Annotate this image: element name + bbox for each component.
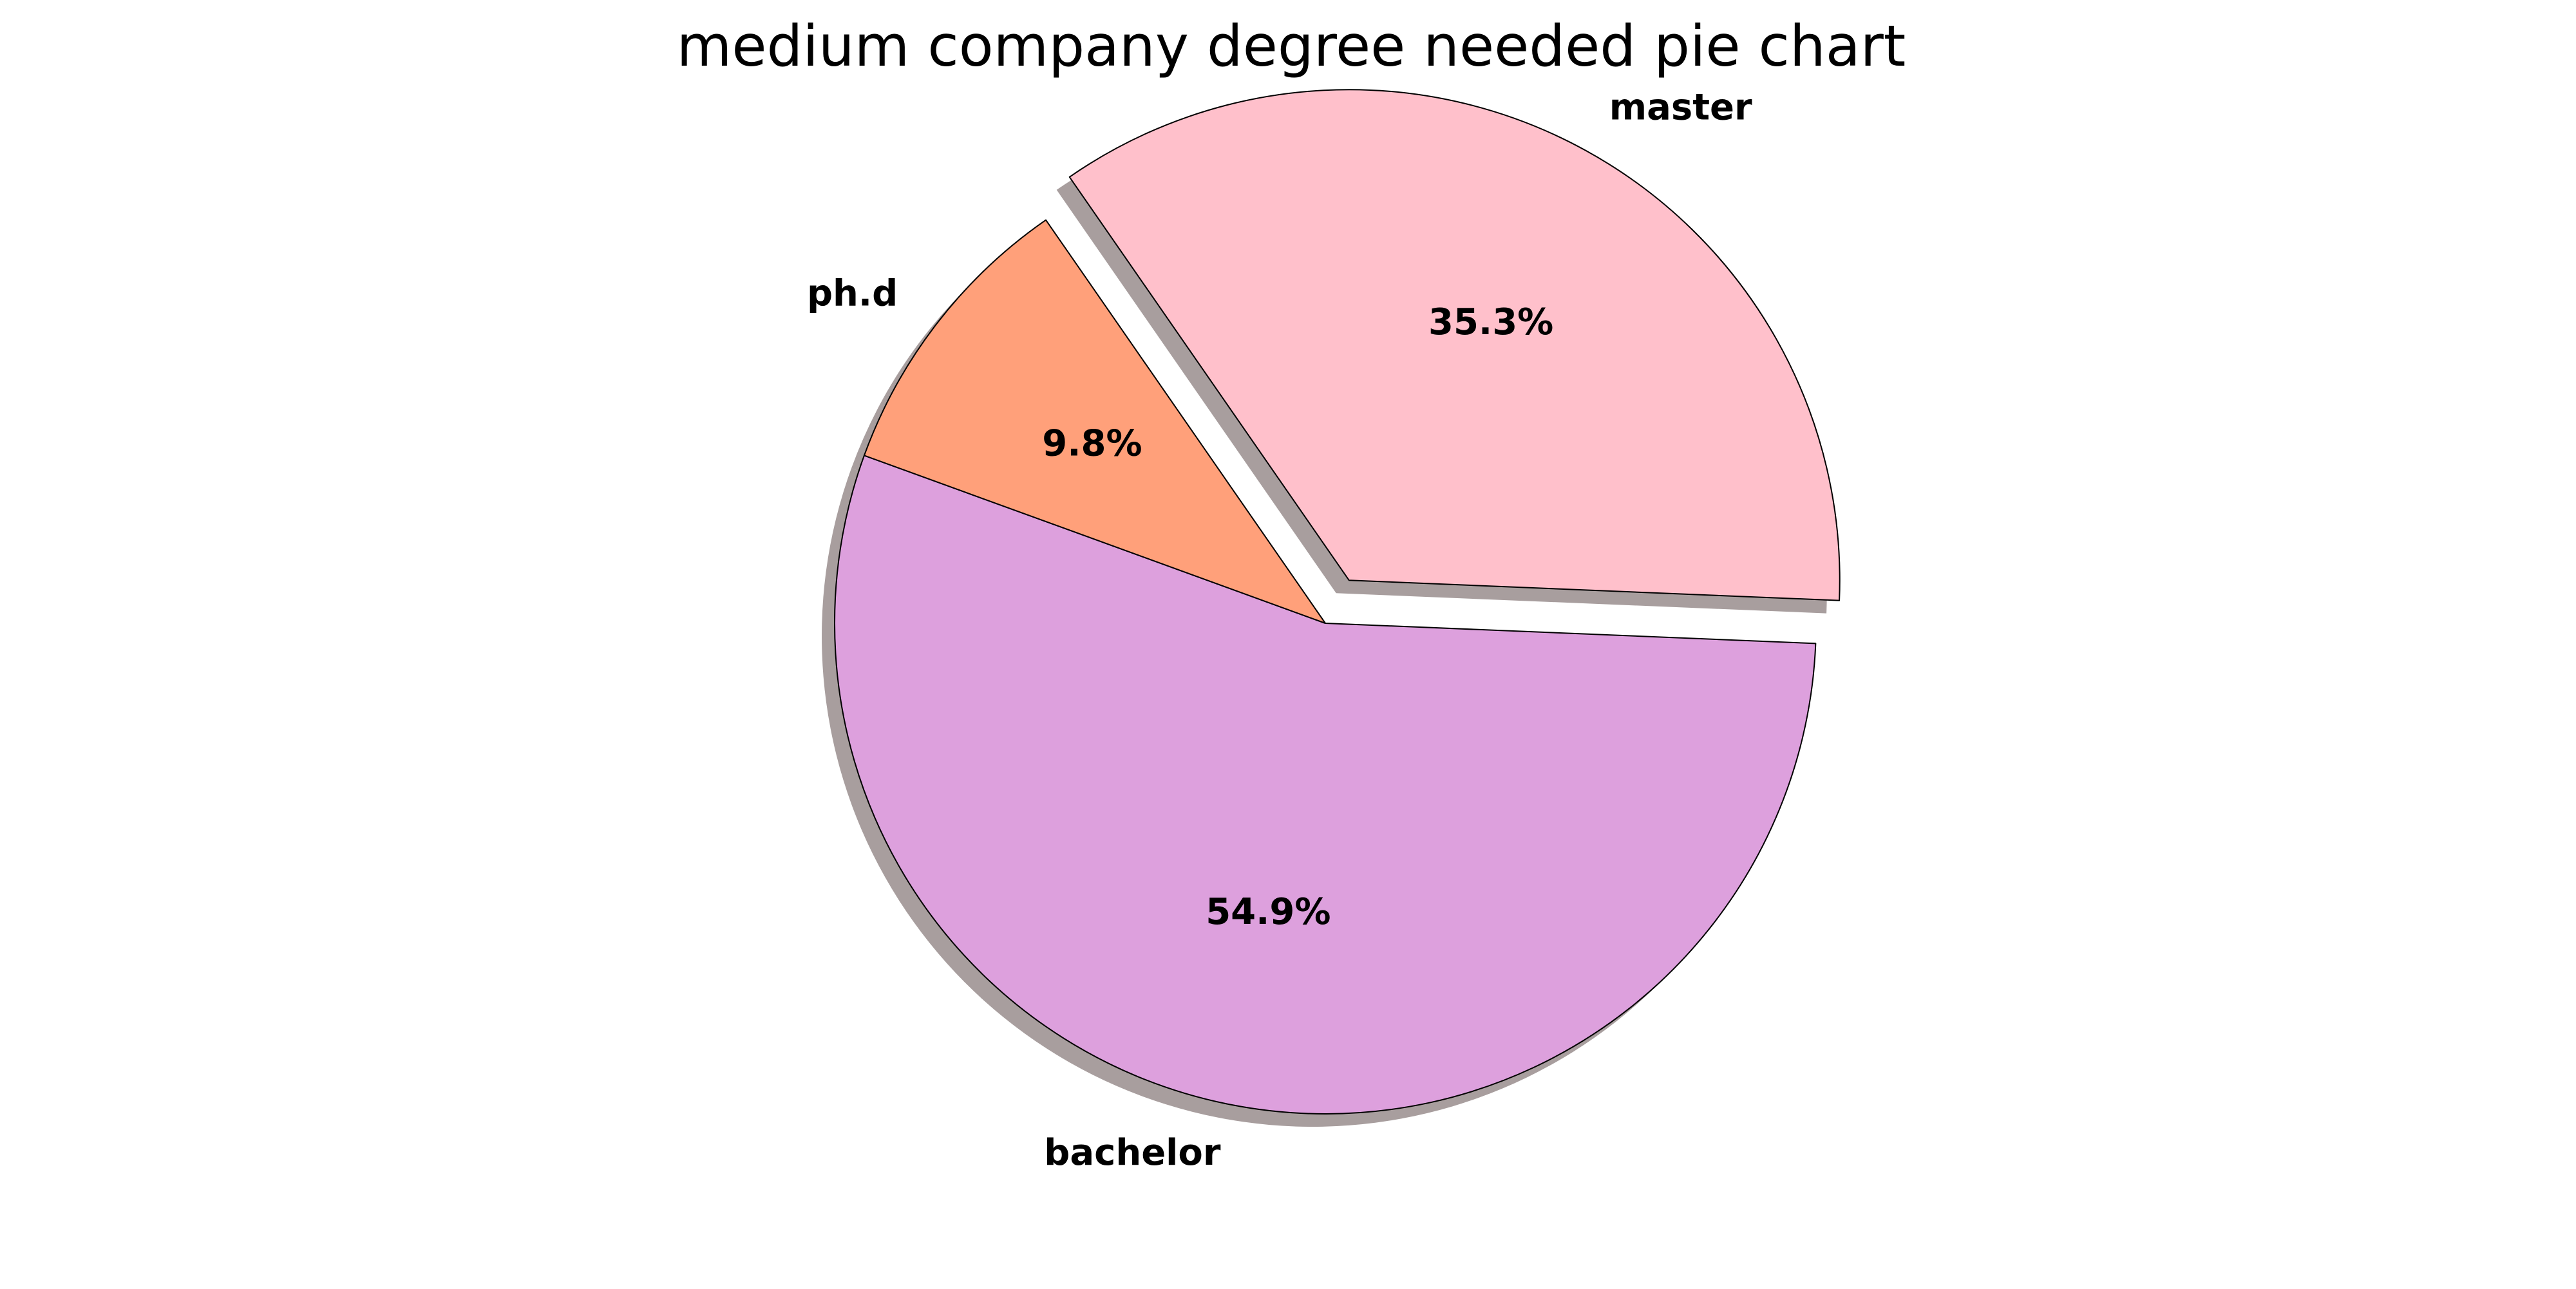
slice-layer (834, 89, 1841, 1115)
pie-slice-ph-d (863, 219, 1326, 624)
pie-category-label-master: master (1609, 86, 1752, 128)
pie-percent-label-ph-d: 9.8% (1042, 422, 1142, 464)
pie-category-label-ph-d: ph.d (807, 273, 898, 315)
pie-percent-label-master: 35.3% (1428, 301, 1553, 343)
pie-slice-master (1068, 89, 1841, 601)
pie-percent-label-bachelor: 54.9% (1206, 891, 1331, 933)
pie-category-label-bachelor: bachelor (1044, 1132, 1221, 1174)
pie-slice-bachelor (834, 455, 1817, 1115)
chart-title: medium company degree needed pie chart (677, 13, 1906, 79)
label-layer: 54.9% bachelor 35.3% master 9.8% ph.d (807, 86, 1752, 1173)
